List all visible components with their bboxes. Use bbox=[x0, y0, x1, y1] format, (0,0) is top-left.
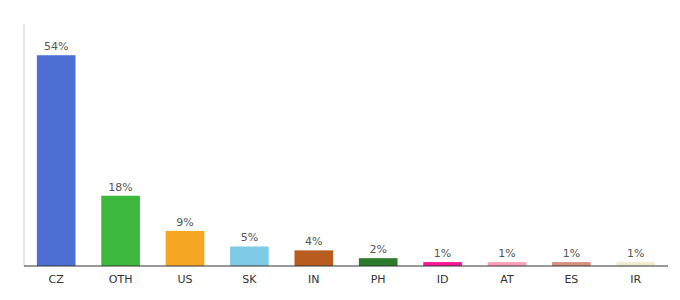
bar bbox=[423, 262, 462, 266]
data-label: 1% bbox=[434, 247, 451, 260]
data-label: 9% bbox=[176, 216, 193, 229]
data-label: 4% bbox=[305, 235, 322, 248]
data-label: 1% bbox=[563, 247, 580, 260]
x-tick-label: SK bbox=[242, 273, 257, 286]
data-label: 1% bbox=[498, 247, 515, 260]
bar bbox=[359, 258, 398, 266]
x-tick-label: OTH bbox=[109, 273, 133, 286]
bar bbox=[552, 262, 591, 266]
bar bbox=[230, 246, 269, 266]
x-tick-label: IR bbox=[630, 273, 641, 286]
bar bbox=[488, 262, 527, 266]
data-label: 54% bbox=[44, 40, 68, 53]
bar bbox=[37, 55, 76, 266]
chart: 54% 18% 9% 5% 4% 2% 1% 1% 1% 1% CZ OTH US SK IN PH ID AT E… bbox=[0, 0, 680, 300]
x-tick-label: US bbox=[177, 273, 192, 286]
x-tick-label: CZ bbox=[49, 273, 65, 286]
bar bbox=[101, 196, 140, 266]
x-tick-label: IN bbox=[308, 273, 319, 286]
data-label: 1% bbox=[627, 247, 644, 260]
data-label: 18% bbox=[108, 181, 132, 194]
data-label: 2% bbox=[369, 243, 386, 256]
bars bbox=[37, 55, 655, 266]
x-tick-label: AT bbox=[500, 273, 514, 286]
x-tick-label: PH bbox=[371, 273, 386, 286]
x-axis-line bbox=[24, 266, 668, 267]
y-axis-line bbox=[24, 24, 25, 266]
bar bbox=[616, 262, 655, 266]
bar bbox=[166, 231, 205, 266]
x-tick-label: ID bbox=[437, 273, 449, 286]
data-label: 5% bbox=[241, 231, 258, 244]
x-tick-label: ES bbox=[564, 273, 578, 286]
bar bbox=[294, 250, 333, 266]
